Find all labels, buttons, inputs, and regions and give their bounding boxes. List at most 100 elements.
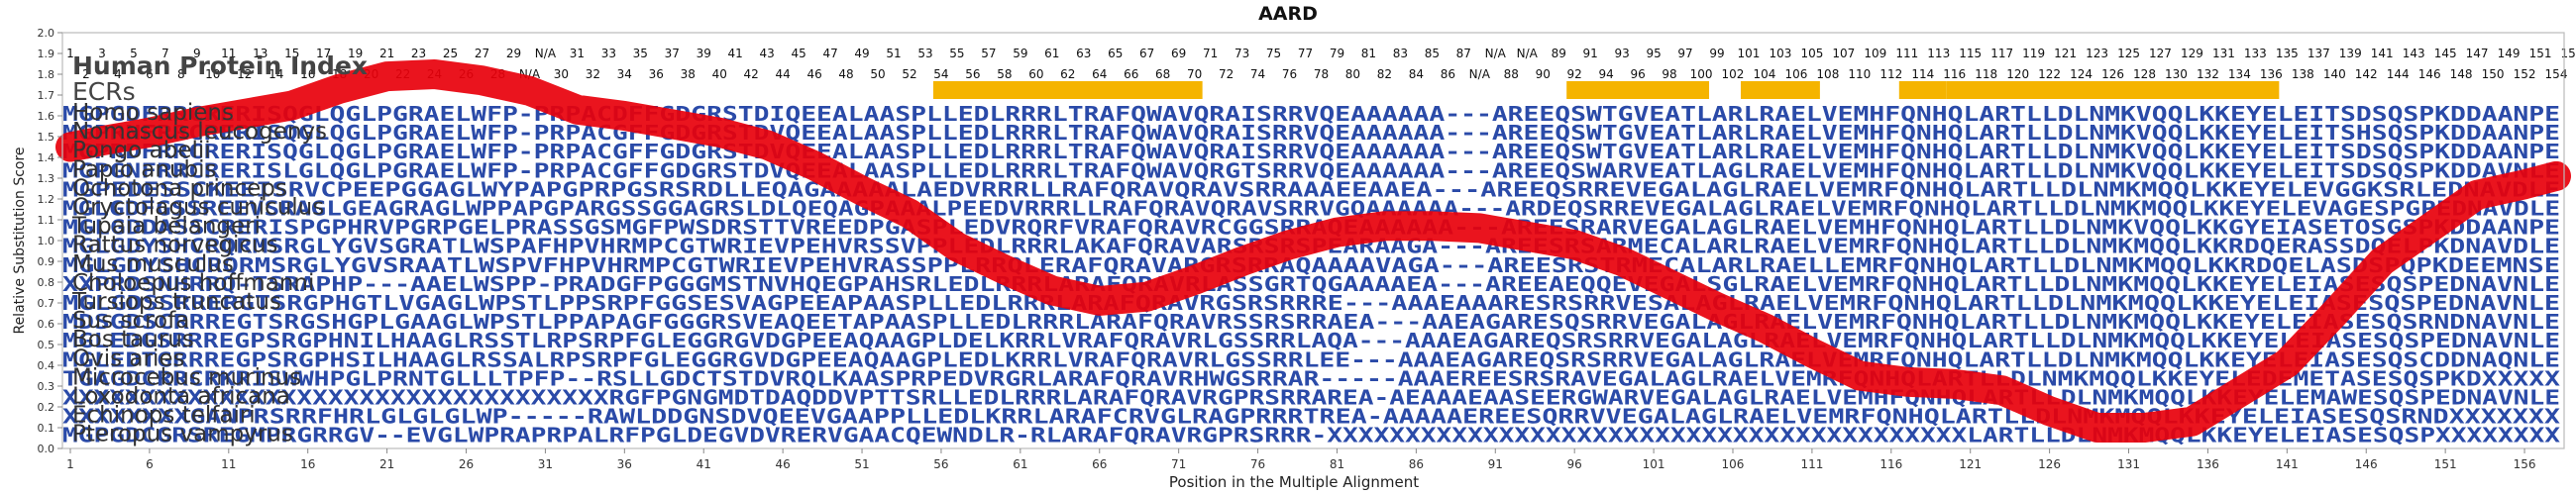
human-index-bottom: 126 [2101,67,2124,81]
species-name: Ovis aries [72,346,184,371]
human-index-bottom: 148 [2450,67,2473,81]
human-index-bottom: 88 [1504,67,1519,81]
ecr-region [1946,81,2280,99]
human-index-bottom: 106 [1784,67,1807,81]
human-index-top: 1 [66,47,74,60]
legend-header: Human Protein Index [72,51,368,80]
y-tick-label: 1.7 [38,89,55,102]
human-index-top: 95 [1646,47,1661,60]
x-tick-label: 106 [1722,457,1745,471]
human-index-bottom: 136 [2260,67,2283,81]
human-index-bottom: 134 [2228,67,2251,81]
human-index-bottom: 48 [838,67,853,81]
human-index-top: 63 [1076,47,1091,60]
human-index-top: 41 [728,47,743,60]
human-index-top: 119 [2022,47,2045,60]
human-index-top: 73 [1234,47,1249,60]
human-index-bottom: 50 [870,67,885,81]
human-index-bottom: 128 [2133,67,2156,81]
human-index-top: 45 [791,47,805,60]
human-index-top: 51 [886,47,901,60]
species-name: Echinops telfairi [72,403,256,429]
x-tick-label: 16 [300,457,315,471]
human-index-top: 49 [854,47,869,60]
x-tick-label: 116 [1879,457,1902,471]
human-index-bottom: 108 [1816,67,1839,81]
human-index-bottom: 78 [1314,67,1329,81]
human-index-top: 127 [2149,47,2172,60]
human-index-top: 89 [1552,47,1566,60]
human-index-bottom: 74 [1250,67,1265,81]
human-index-bottom: 90 [1536,67,1551,81]
species-name: Choloepus hoffmanni [72,270,314,296]
human-index-top: 117 [1990,47,2013,60]
x-tick-label: 31 [538,457,553,471]
ecr-regions [932,81,2280,99]
human-index-top: N/A [535,47,557,60]
human-index-top: 101 [1738,47,1761,60]
human-index-top: 17 [316,47,331,60]
human-index-bottom: N/A [1469,67,1491,81]
human-index-top: 129 [2181,47,2203,60]
human-index-bottom: 146 [2418,67,2441,81]
human-index-bottom: 30 [554,67,569,81]
x-axis-label: Position in the Multiple Alignment [1169,473,1419,491]
human-index-bottom: 16 [300,67,315,81]
species-name: Papio anubis [72,156,217,182]
human-index-top: 47 [822,47,837,60]
human-index-top: 83 [1393,47,1408,60]
species-name: Tursiops truncatus [71,289,281,315]
human-index-top: 109 [1864,47,1886,60]
y-tick-label: 1.3 [38,172,55,185]
human-index-bottom: 14 [268,67,283,81]
human-index-bottom: 58 [997,67,1012,81]
human-index-top: 115 [1959,47,1982,60]
human-index-top: 145 [2434,47,2457,60]
x-tick-label: 91 [1488,457,1503,471]
human-index-top: 7 [161,47,169,60]
human-index-bottom: 56 [965,67,980,81]
x-tick-label: 6 [146,457,154,471]
sequence-row: MGPRDFRRCRERISQGLQGLPGRAELWFP-PRPACGFFGD… [62,140,2560,163]
y-tick-label: 1.1 [38,214,55,227]
human-index-top: 69 [1171,47,1186,60]
human-index-top: 125 [2117,47,2140,60]
x-tick-label: 51 [854,457,869,471]
human-index-bottom: 118 [1975,67,1997,81]
human-index-top: 9 [193,47,201,60]
sequence-row: MGLGDSSRRERGTSRGPHGTLVGAGLWPSTLPPSRPFGGS… [62,291,2560,315]
human-index-top: 37 [665,47,680,60]
y-tick-label: 0.0 [38,443,55,455]
human-index-top: 67 [1139,47,1154,60]
human-index-top: 3 [98,47,106,60]
human-index-bottom: 42 [744,67,759,81]
human-index-bottom: 92 [1567,67,1582,81]
human-index-bottom: 98 [1662,67,1676,81]
x-tick-label: 96 [1567,457,1582,471]
human-index-bottom: 52 [902,67,916,81]
human-index-bottom: 34 [617,67,632,81]
human-index-bottom: 80 [1345,67,1360,81]
x-tick-label: 81 [1330,457,1344,471]
human-index-top: 139 [2339,47,2362,60]
sequence-row: TGAGDCRRCRKRISWWHPGLPRNTGLLLTPFP--RSLLGD… [62,366,2560,390]
human-index-top: 137 [2308,47,2330,60]
species-name: Sus scrofa [72,308,189,334]
human-index-bottom: 8 [177,67,185,81]
species-name: Rattus norvegicus [72,233,278,258]
x-tick-label: 41 [697,457,711,471]
y-tick-label: 1.0 [38,235,55,248]
y-tick-label: 0.9 [38,255,55,268]
x-tick-label: 71 [1171,457,1186,471]
y-tick-label: 0.7 [38,297,55,310]
human-index-top: 39 [697,47,711,60]
species-name: Homo sapiens [72,100,234,126]
y-tick-label: 0.6 [38,318,55,331]
sequence-row: MGLGDYSHCRQRMSRGLYGVSRAATLWSPVFHPVHRMPCG… [62,253,2560,277]
human-index-top: 111 [1895,47,1918,60]
sequence-row: MGPEDESSCKEEISRVCPEEPGGAGLWYPAPGPRPGSRSR… [62,177,2560,201]
x-tick-label: 56 [933,457,948,471]
y-tick-label: 1.5 [38,131,55,144]
